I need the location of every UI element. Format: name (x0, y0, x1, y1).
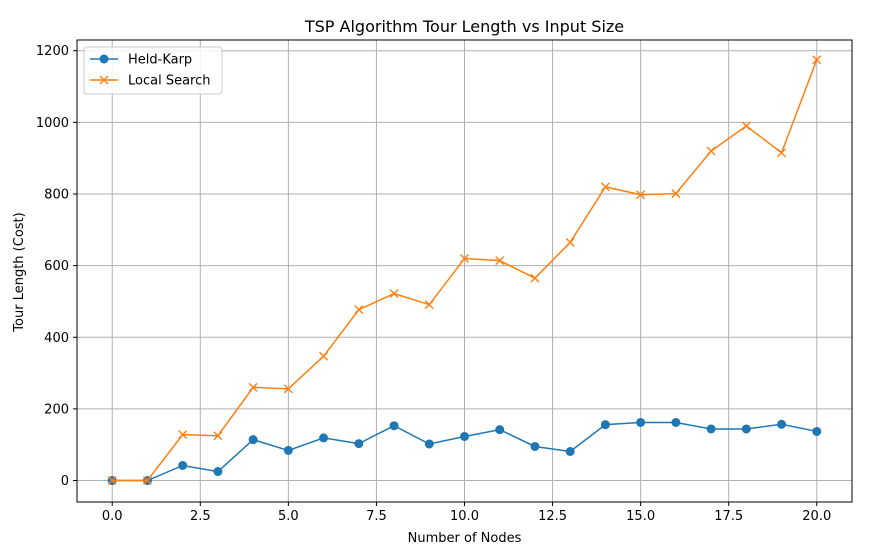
series-local-search (107, 55, 822, 486)
data-point-held-karp (600, 420, 610, 430)
y-tick-label: 1000 (36, 116, 69, 131)
legend-marker-held-karp (99, 54, 109, 64)
x-tick-label: 2.5 (190, 509, 211, 524)
data-point-local-search (460, 253, 469, 263)
data-point-local-search (565, 237, 575, 247)
data-point-held-karp (178, 460, 188, 470)
data-point-held-karp (741, 424, 751, 434)
x-tick-label: 17.5 (714, 509, 743, 524)
data-point-held-karp (530, 441, 540, 451)
data-point-local-search (706, 146, 716, 156)
x-tick-label: 0.0 (102, 509, 123, 524)
plot-series (107, 55, 822, 486)
x-axis-label: Number of Nodes (408, 531, 522, 546)
data-point-local-search (671, 189, 681, 199)
legend-label-local-search: Local Search (128, 74, 211, 89)
data-point-local-search (812, 55, 822, 65)
data-point-held-karp (812, 426, 822, 436)
data-point-held-karp (354, 439, 364, 449)
data-point-held-karp (424, 439, 434, 449)
data-point-local-search (424, 300, 434, 310)
x-tick-label: 20.0 (802, 509, 831, 524)
axis-ticks: 0.0 2.5 5.0 7.5 10.0 12.5 15.0 17.5 20.0 0 200 400 6… (36, 44, 831, 524)
data-point-local-search (741, 121, 751, 131)
data-point-local-search (636, 190, 646, 200)
data-point-held-karp (706, 424, 716, 434)
data-point-held-karp (283, 445, 293, 455)
data-point-held-karp (319, 433, 329, 443)
data-point-local-search (495, 256, 505, 266)
x-tick-label: 7.5 (366, 509, 387, 524)
data-point-local-search (178, 430, 188, 440)
x-tick-label: 5.0 (278, 509, 299, 524)
data-point-local-search (248, 382, 258, 392)
y-tick-label: 800 (44, 188, 69, 203)
legend-box (83, 46, 223, 95)
data-point-held-karp (636, 417, 646, 427)
data-point-held-karp (495, 425, 505, 435)
data-point-held-karp (777, 419, 787, 429)
x-tick-label: 12.5 (538, 509, 567, 524)
series-held-karp (107, 417, 822, 486)
data-point-local-search (600, 182, 610, 192)
data-point-held-karp (671, 417, 681, 427)
legend-label-held-karp: Held-Karp (128, 53, 192, 68)
y-tick-label: 400 (44, 331, 69, 346)
grid (77, 40, 852, 502)
y-tick-label: 600 (44, 259, 69, 274)
data-point-held-karp (248, 435, 258, 445)
x-tick-label: 15.0 (626, 509, 655, 524)
data-point-held-karp (565, 447, 575, 457)
data-point-local-search (213, 431, 223, 441)
legend-marker-local-search (99, 75, 109, 85)
legend: Held-Karp Local Search (83, 46, 223, 95)
data-point-local-search (530, 273, 540, 283)
data-point-local-search (354, 305, 364, 315)
data-point-held-karp (213, 467, 223, 477)
data-point-held-karp (389, 421, 399, 431)
chart-title: TSP Algorithm Tour Length vs Input Size (304, 17, 624, 36)
y-axis-label: Tour Length (Cost) (12, 212, 27, 332)
data-point-local-search (142, 476, 152, 486)
y-tick-label: 1200 (36, 44, 69, 59)
data-point-local-search (107, 476, 117, 486)
data-point-held-karp (460, 431, 469, 441)
data-point-local-search (389, 289, 399, 299)
data-point-local-search (283, 384, 293, 394)
x-tick-label: 10.0 (450, 509, 479, 524)
y-tick-label: 200 (44, 402, 69, 417)
y-tick-label: 0 (61, 474, 69, 489)
data-point-local-search (777, 148, 787, 158)
data-point-local-search (319, 351, 329, 361)
